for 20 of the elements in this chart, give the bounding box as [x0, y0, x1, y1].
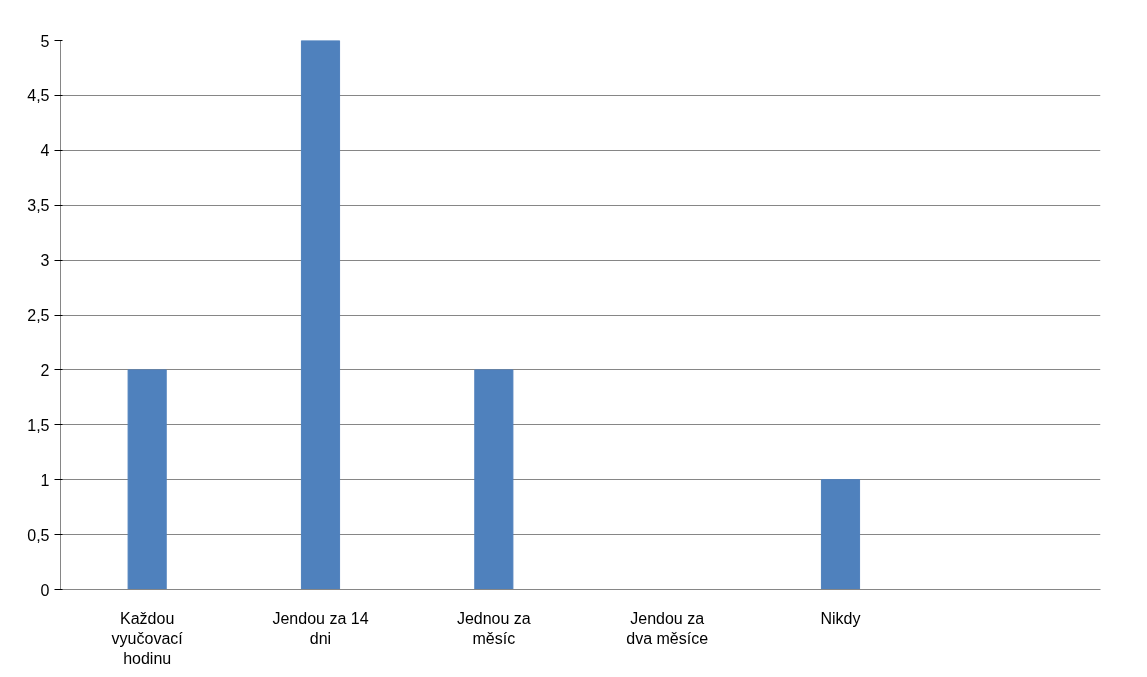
bar — [127, 369, 167, 590]
x-tick-label: Jednou za měsíc — [456, 609, 531, 647]
y-tick-label: 4,5 — [27, 87, 50, 105]
y-tick-label: 5 — [40, 32, 50, 50]
y-tick-label: 2 — [40, 361, 50, 379]
y-tick-label: 4 — [40, 142, 50, 160]
bar — [820, 479, 861, 590]
bar — [300, 40, 341, 590]
x-tick-label: Nikdy — [820, 609, 861, 627]
y-tick-label: 0,5 — [27, 526, 50, 544]
y-tick-label: 1 — [40, 471, 50, 489]
y-tick-label: 0 — [40, 581, 50, 599]
y-tick-label: 3,5 — [27, 197, 50, 215]
x-tick-label: Každou vyučovací hodinu — [111, 609, 184, 668]
x-tick-label: Jendou za dva měsíce — [626, 609, 709, 647]
y-tick-label: 2,5 — [27, 307, 50, 324]
x-tick-label: Jendou za 14 dni — [272, 609, 369, 647]
y-tick-label: 3 — [40, 252, 50, 270]
bar — [474, 369, 514, 590]
y-tick-label: 1,5 — [27, 416, 50, 434]
